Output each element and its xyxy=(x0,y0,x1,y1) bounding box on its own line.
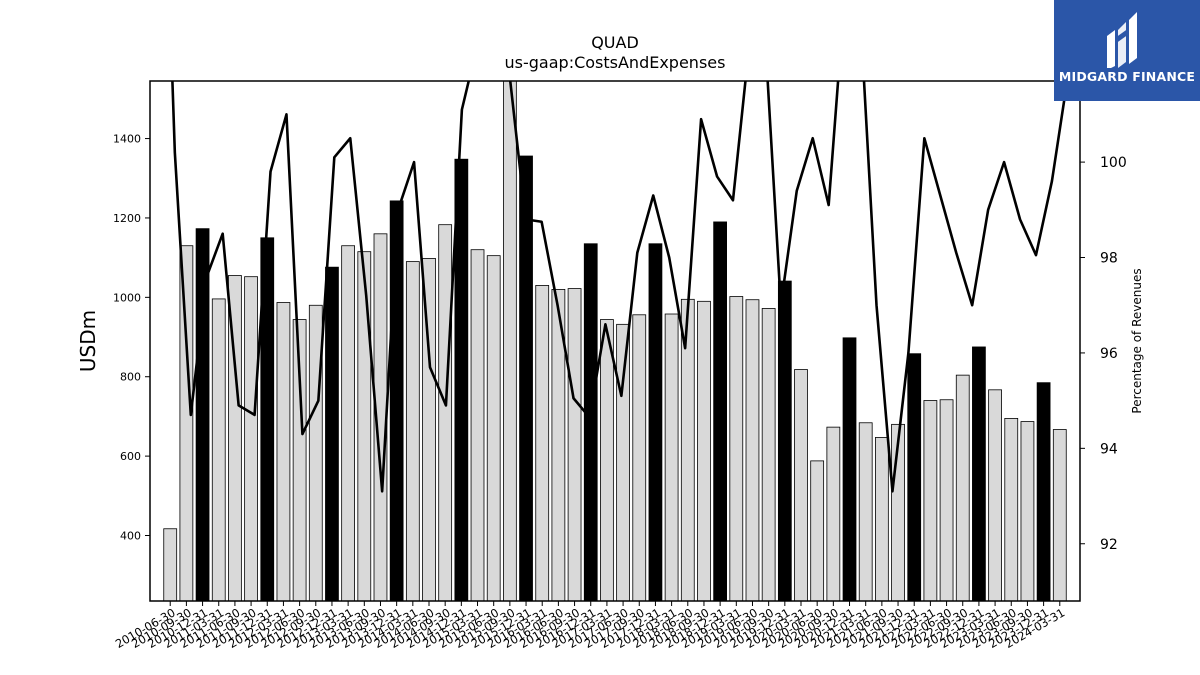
bar xyxy=(179,245,194,602)
bar xyxy=(1052,429,1067,602)
bar xyxy=(875,437,889,602)
bar xyxy=(842,337,857,602)
bar xyxy=(713,221,727,602)
bar xyxy=(761,308,776,602)
y2-tick-label: 92 xyxy=(1100,537,1118,553)
y-tick-label: 1000 xyxy=(113,291,141,304)
bar xyxy=(729,296,744,602)
bar xyxy=(972,346,986,602)
logo-text: MIDGARD FINANCE xyxy=(1058,69,1196,84)
bar xyxy=(519,155,533,602)
bar xyxy=(276,302,291,602)
y-tick-label: 600 xyxy=(120,450,141,463)
bar xyxy=(405,261,420,602)
bar xyxy=(325,266,339,602)
bar xyxy=(1020,421,1035,602)
bar xyxy=(308,304,323,602)
y2-tick-label: 100 xyxy=(1100,155,1127,171)
y-tick-label: 1200 xyxy=(113,212,141,225)
bar xyxy=(1036,382,1051,602)
bar xyxy=(470,249,485,602)
bar xyxy=(389,200,404,602)
bar xyxy=(907,353,922,602)
midgard-logo-icon xyxy=(1107,12,1137,68)
chart-title: QUAD xyxy=(591,33,639,52)
brand-logo: MIDGARD FINANCE xyxy=(1054,0,1200,101)
bar xyxy=(988,389,1002,602)
line-group xyxy=(171,81,1069,493)
bar xyxy=(357,251,372,602)
bar xyxy=(858,422,873,602)
y2-axis-label: Percentage of Revenues xyxy=(1130,268,1144,413)
bar xyxy=(923,400,938,602)
bar xyxy=(616,323,630,602)
percentage-line xyxy=(171,81,1069,493)
bar xyxy=(567,288,582,602)
y-axis-right: 92 94 96 98 100 xyxy=(1080,155,1127,553)
y-tick-label: 800 xyxy=(120,371,141,384)
bar xyxy=(632,314,647,602)
bar xyxy=(583,243,598,602)
bar xyxy=(502,80,517,602)
bar xyxy=(1004,417,1019,602)
bar xyxy=(163,528,178,602)
y2-tick-label: 98 xyxy=(1100,251,1118,267)
y2-tick-label: 96 xyxy=(1100,346,1118,362)
bar xyxy=(438,224,453,602)
bar xyxy=(810,460,825,602)
y-tick-label: 400 xyxy=(120,530,141,543)
bar xyxy=(486,255,501,602)
bar xyxy=(955,374,970,602)
bar xyxy=(697,300,711,602)
bar xyxy=(794,369,808,602)
x-axis: 2010-06-302010-09-302010-12-312011-03-31… xyxy=(113,601,1067,651)
bar xyxy=(939,399,954,602)
bar xyxy=(664,313,679,602)
plot-frame xyxy=(149,80,1081,602)
chart-subtitle: us-gaap:CostsAndExpenses xyxy=(505,53,726,72)
y-tick-label: 1400 xyxy=(113,133,141,146)
y-axis-label: USDm xyxy=(76,310,100,372)
bar xyxy=(341,245,356,602)
y2-tick-label: 94 xyxy=(1100,441,1118,457)
bar xyxy=(535,285,550,602)
y-axis-left: 400 600 800 1000 1200 1400 xyxy=(113,133,150,543)
bar xyxy=(745,299,760,602)
bar xyxy=(600,319,614,602)
bar xyxy=(826,426,841,602)
bar xyxy=(648,243,663,602)
bar xyxy=(777,280,792,602)
bar xyxy=(244,276,258,602)
bar xyxy=(211,298,226,602)
